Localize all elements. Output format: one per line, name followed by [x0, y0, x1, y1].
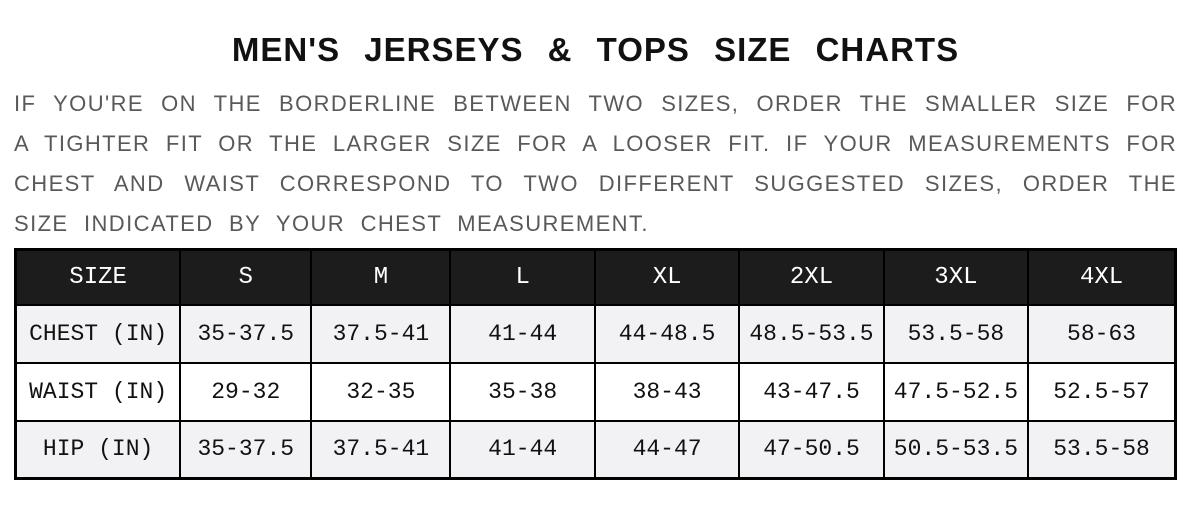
page-title: MEN'S JERSEYS & TOPS SIZE CHARTS [231, 31, 960, 68]
value-cell: 35-37.5 [179, 419, 313, 480]
value-cell: 44-48.5 [593, 303, 741, 364]
value-cell: 37.5-41 [310, 303, 452, 364]
table-row-hip: HIP (IN) 35-37.5 37.5-41 41-44 44-47 47-… [14, 419, 1177, 480]
value-cell: 29-32 [179, 361, 313, 422]
value-cell: 47.5-52.5 [882, 361, 1030, 422]
size-chart-page: MEN'S JERSEYS & TOPS SIZE CHARTS IF YOU'… [0, 31, 1191, 510]
column-header-xl: XL [593, 248, 741, 306]
column-header-s: S [179, 248, 313, 306]
value-cell: 48.5-53.5 [738, 303, 885, 364]
column-header-3xl: 3XL [882, 248, 1030, 306]
column-header-size: SIZE [14, 248, 182, 306]
value-cell: 50.5-53.5 [882, 419, 1030, 480]
row-label-cell: HIP (IN) [14, 419, 182, 480]
table-row-waist: WAIST (IN) 29-32 32-35 35-38 38-43 43-47… [14, 361, 1177, 422]
column-header-l: L [449, 248, 596, 306]
column-header-m: M [310, 248, 452, 306]
value-cell: 53.5-58 [1027, 419, 1177, 480]
size-chart-table: SIZE S M L XL 2XL 3XL 4XL CHEST (IN) 35-… [14, 248, 1177, 480]
value-cell: 58-63 [1027, 303, 1177, 364]
row-label-cell: WAIST (IN) [14, 361, 182, 422]
column-header-2xl: 2XL [738, 248, 885, 306]
value-cell: 44-47 [593, 419, 741, 480]
value-cell: 35-38 [449, 361, 596, 422]
value-cell: 53.5-58 [882, 303, 1030, 364]
intro-paragraph: IF YOU'RE ON THE BORDERLINE BETWEEN TWO … [14, 91, 1177, 236]
row-label-cell: CHEST (IN) [14, 303, 182, 364]
table-row-chest: CHEST (IN) 35-37.5 37.5-41 41-44 44-48.5… [14, 303, 1177, 364]
value-cell: 35-37.5 [179, 303, 313, 364]
value-cell: 43-47.5 [738, 361, 885, 422]
value-cell: 41-44 [449, 419, 596, 480]
value-cell: 52.5-57 [1027, 361, 1177, 422]
header-row: SIZE S M L XL 2XL 3XL 4XL [14, 248, 1177, 306]
value-cell: 47-50.5 [738, 419, 885, 480]
value-cell: 38-43 [593, 361, 741, 422]
column-header-4xl: 4XL [1027, 248, 1177, 306]
value-cell: 32-35 [310, 361, 452, 422]
value-cell: 41-44 [449, 303, 596, 364]
value-cell: 37.5-41 [310, 419, 452, 480]
